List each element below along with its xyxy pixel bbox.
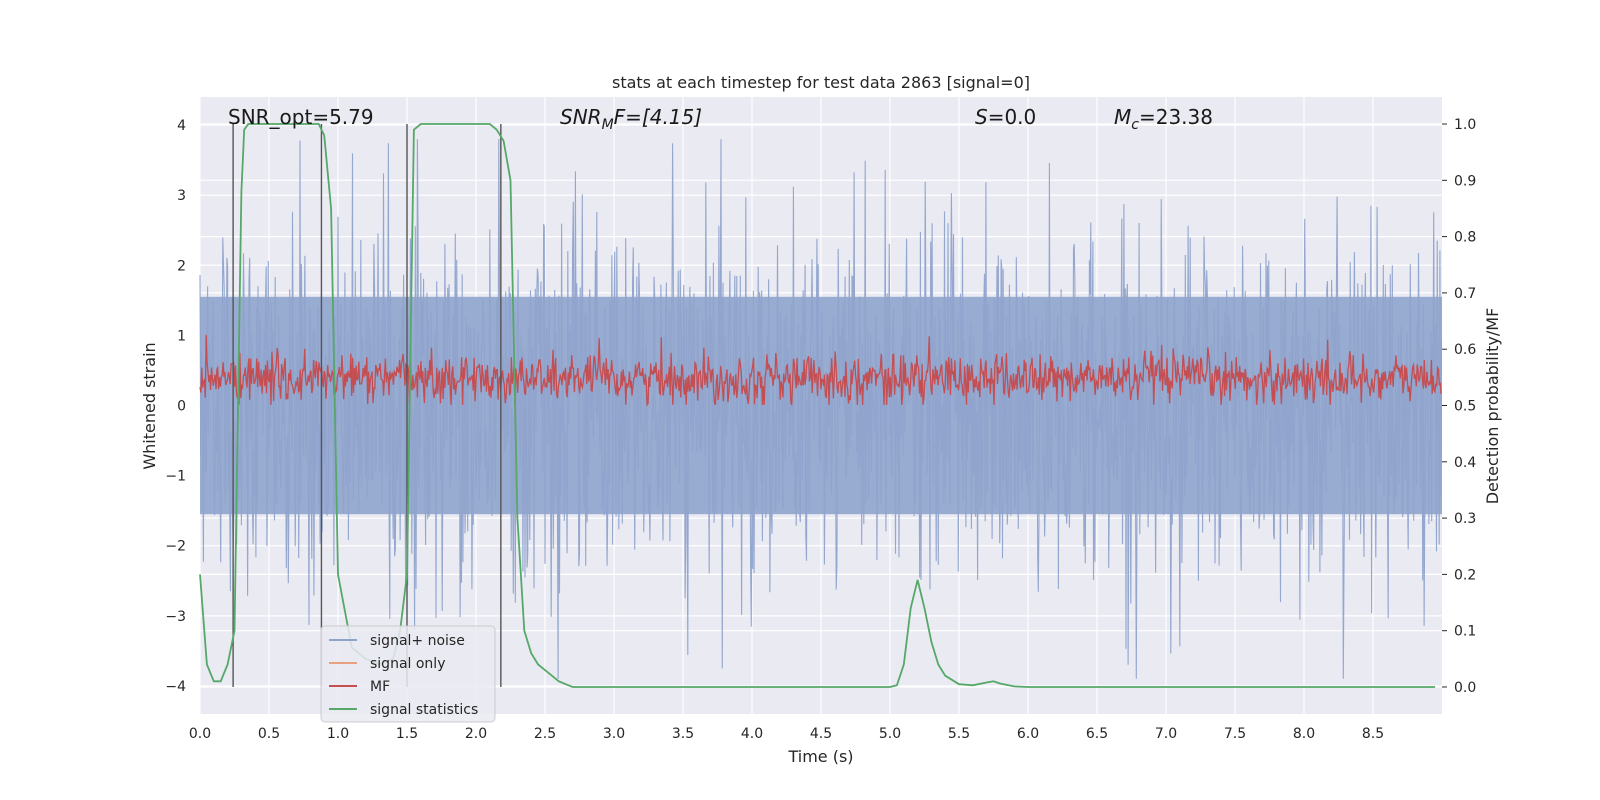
mc-value: =23.38 [1139,105,1213,129]
x-tick-label: 5.0 [879,726,901,742]
x-tick-label: 2.0 [465,726,487,742]
y-tick-label: 0 [177,399,186,415]
y2-tick-label: 0.0 [1454,680,1476,696]
y-axis-ticks: 4 3 2 1 0 −1 −2 −3 −4 [165,118,186,695]
mc-annotation: Mc=23.38 [1114,105,1213,133]
legend-label-signal-only: signal only [370,656,445,672]
legend-box [320,625,496,723]
x-tick-label: 5.5 [948,726,970,742]
mc-subscript: c [1131,117,1139,133]
legend-label-signal-statistics: signal statistics [370,702,478,718]
legend-label-signal-noise: signal+ noise [370,633,465,649]
snr-mf-subscript: M [602,117,614,133]
x-tick-label: 6.0 [1017,726,1039,742]
mc-label: M [1114,105,1131,129]
y2-tick-label: 0.7 [1454,286,1476,302]
signal-statistics-line [199,123,1436,688]
snr-mf-annotation: SNRMF=[4.15] [560,105,702,133]
legend-label-mf: MF [370,679,390,695]
y-tick-label: −1 [165,469,186,485]
x-tick-label: 8.5 [1362,726,1384,742]
y2-tick-label: 1.0 [1454,117,1476,133]
y-tick-label: 3 [177,188,186,204]
x-tick-label: 1.0 [327,726,349,742]
x-tick-label: 7.5 [1224,726,1246,742]
x-tick-label: 1.5 [396,726,418,742]
x-tick-label: 3.0 [603,726,625,742]
y2-tick-label: 0.2 [1454,567,1476,583]
x-tick-label: 3.5 [672,726,694,742]
y2-tick-label: 0.4 [1454,455,1476,471]
y2-axis-ticks: 1.0 0.9 0.8 0.7 0.6 0.5 0.4 0.3 0.2 0.1 0.0 [1442,117,1476,696]
x-tick-label: 4.5 [810,726,832,742]
s-label: S [975,105,988,129]
vertical-markers [232,124,502,687]
y2-tick-label: 0.9 [1454,173,1476,189]
x-tick-label: 4.0 [741,726,763,742]
chart-title: stats at each timestep for test data 286… [612,73,1030,92]
y2-tick-label: 0.1 [1454,624,1476,640]
x-tick-label: 6.5 [1086,726,1108,742]
x-tick-label: 0.5 [258,726,280,742]
legend: signal+ noise signal only MF signal stat… [320,625,496,723]
x-axis-label: Time (s) [787,747,853,766]
x-axis-ticks: 0.0 0.5 1.0 1.5 2.0 2.5 3.0 3.5 4.0 4.5 5.0 5.5 6.0 6… [189,726,1384,742]
y-tick-label: −4 [165,679,186,695]
y-tick-label: 1 [177,328,186,344]
y-tick-label: −2 [165,539,186,555]
snr-mf-value: F=[4.15] [614,105,702,129]
s-value: =0.0 [988,105,1037,129]
snr-opt-annotation: SNR_opt=5.79 [228,105,374,129]
x-tick-label: 7.0 [1155,726,1177,742]
y2-axis-label: Detection probability/MF [1483,308,1502,505]
x-tick-label: 2.5 [534,726,556,742]
y-tick-label: 2 [177,258,186,274]
signal-statistics-series [199,123,1436,688]
y2-tick-label: 0.8 [1454,230,1476,246]
y-tick-label: −3 [165,609,186,625]
snr-mf-name: SNR [560,105,602,129]
y2-tick-label: 0.5 [1454,399,1476,415]
y-tick-label: 4 [177,118,186,134]
y2-tick-label: 0.3 [1454,511,1476,527]
s-annotation: S=0.0 [975,105,1036,129]
y2-tick-label: 0.6 [1454,342,1476,358]
x-tick-label: 8.0 [1293,726,1315,742]
x-tick-label: 0.0 [189,726,211,742]
y-axis-label: Whitened strain [140,342,159,469]
